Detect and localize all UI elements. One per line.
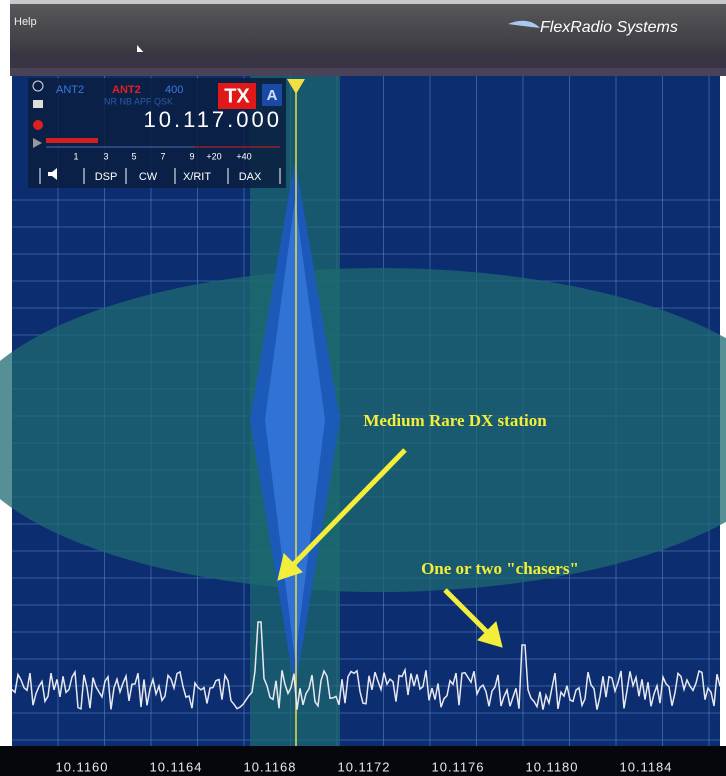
audio-icon[interactable]: [48, 168, 57, 180]
arrow-dx-head: [277, 553, 303, 581]
meter-label: 5: [131, 151, 136, 161]
spectrum-trace: [11, 621, 721, 710]
s-meter-bar: [46, 138, 98, 143]
meter-label: 7: [160, 151, 165, 161]
tx-badge[interactable]: [218, 83, 256, 109]
frequency-axis: [0, 746, 726, 776]
close-icon[interactable]: [32, 80, 44, 92]
arrow-chasers: [443, 588, 492, 637]
annotation-chasers: One or two "chasers": [421, 559, 579, 578]
brand-logo: [508, 20, 540, 28]
arrow-chasers-head: [477, 621, 503, 648]
slice-button[interactable]: CW: [139, 171, 158, 183]
play-icon[interactable]: [33, 138, 42, 148]
frequency-label: 10.1172: [337, 759, 390, 774]
arrows: [277, 448, 503, 648]
annotation-dx: Medium Rare DX station: [363, 411, 547, 430]
dsp-flags: NR NB APF QSK: [104, 96, 173, 106]
slice-letter-box: [262, 84, 282, 106]
slice-marker[interactable]: [287, 79, 305, 94]
frequency-label: 10.1184: [619, 759, 672, 774]
frequency-label: 10.1160: [55, 759, 108, 774]
meter-label: +20: [206, 151, 221, 161]
window-edge: [10, 0, 726, 4]
slice-button[interactable]: DSP: [95, 171, 118, 183]
slice-buttons: DSP CW X/RIT DAX: [39, 168, 281, 184]
rx-antenna[interactable]: ANT2: [56, 84, 84, 96]
brand-name: FlexRadio Systems: [540, 19, 678, 36]
slice-letter: A: [267, 87, 278, 104]
meter-label: 9: [189, 151, 194, 161]
arrow-dx: [288, 448, 407, 570]
signal-diamond-inner: [265, 200, 325, 660]
frequency-label: 10.1176: [431, 759, 484, 774]
menu-help[interactable]: Help: [14, 16, 37, 28]
record-icon[interactable]: [33, 120, 43, 130]
meter-label: 3: [103, 151, 108, 161]
tx-antenna[interactable]: ANT2: [112, 84, 141, 96]
menu-bar: [10, 0, 726, 52]
slice-frequency[interactable]: 10.117.000: [144, 107, 282, 132]
slice-button[interactable]: DAX: [239, 171, 262, 183]
axis-labels: 10.1160 10.1164 10.1168 10.1172 10.1176 10.11…: [55, 759, 672, 774]
toolbar-edge: [10, 68, 726, 76]
lock-icon[interactable]: [33, 100, 43, 108]
noise-floor-band: [0, 268, 726, 592]
meter-label: 1: [73, 151, 78, 161]
frequency-label: 10.1164: [149, 759, 202, 774]
slice-button[interactable]: X/RIT: [183, 171, 211, 183]
tx-label: TX: [224, 85, 250, 107]
meter-label: +40: [236, 151, 251, 161]
meter-labels: 1 3 5 7 9 +20 +40: [73, 151, 251, 161]
frequency-label: 10.1168: [243, 759, 296, 774]
frequency-label: 10.1180: [525, 759, 578, 774]
bandwidth: 400: [165, 84, 183, 96]
